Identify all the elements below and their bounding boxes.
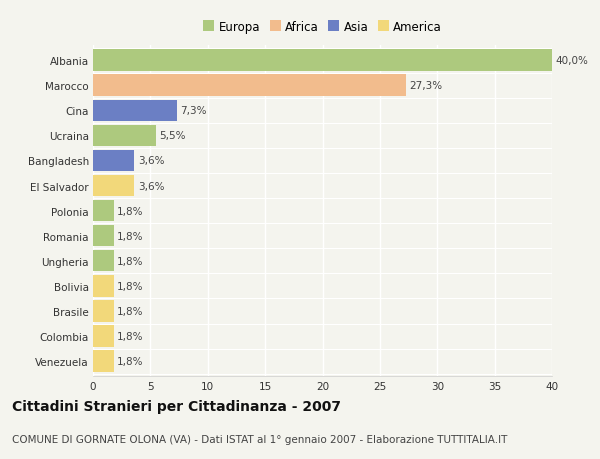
- Bar: [93, 75, 406, 96]
- Bar: [93, 101, 177, 122]
- Text: 1,8%: 1,8%: [117, 231, 143, 241]
- Bar: [93, 125, 156, 147]
- Text: 1,8%: 1,8%: [117, 331, 143, 341]
- Bar: [93, 351, 113, 372]
- Bar: [93, 251, 113, 272]
- Text: COMUNE DI GORNATE OLONA (VA) - Dati ISTAT al 1° gennaio 2007 - Elaborazione TUTT: COMUNE DI GORNATE OLONA (VA) - Dati ISTA…: [12, 434, 508, 444]
- Text: 3,6%: 3,6%: [138, 156, 164, 166]
- Text: 1,8%: 1,8%: [117, 306, 143, 316]
- Text: 40,0%: 40,0%: [556, 56, 589, 66]
- Text: Cittadini Stranieri per Cittadinanza - 2007: Cittadini Stranieri per Cittadinanza - 2…: [12, 399, 341, 413]
- Bar: [93, 175, 134, 197]
- Bar: [93, 326, 113, 347]
- Text: 3,6%: 3,6%: [138, 181, 164, 191]
- Bar: [93, 201, 113, 222]
- Bar: [93, 151, 134, 172]
- Text: 1,8%: 1,8%: [117, 206, 143, 216]
- Text: 1,8%: 1,8%: [117, 256, 143, 266]
- Bar: [93, 275, 113, 297]
- Text: 27,3%: 27,3%: [410, 81, 443, 91]
- Bar: [93, 301, 113, 322]
- Text: 1,8%: 1,8%: [117, 281, 143, 291]
- Text: 5,5%: 5,5%: [160, 131, 186, 141]
- Legend: Europa, Africa, Asia, America: Europa, Africa, Asia, America: [201, 19, 444, 36]
- Bar: [93, 225, 113, 247]
- Bar: [93, 50, 552, 72]
- Text: 1,8%: 1,8%: [117, 356, 143, 366]
- Text: 7,3%: 7,3%: [180, 106, 207, 116]
